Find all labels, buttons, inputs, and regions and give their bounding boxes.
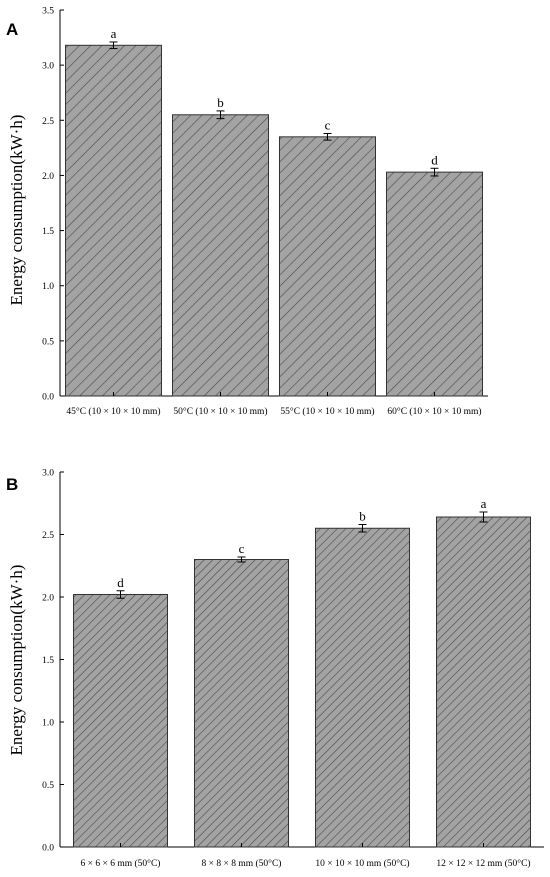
significance-label: c — [325, 118, 331, 133]
category-label: 55°C (10 × 10 × 10 mm) — [280, 406, 374, 417]
y-tick-label: 2.5 — [42, 531, 54, 541]
bar — [315, 527, 410, 848]
category-label: 45°C (10 × 10 × 10 mm) — [66, 406, 160, 417]
significance-label: d — [431, 152, 438, 167]
category-label: 8 × 8 × 8 mm (50°C) — [202, 858, 282, 869]
significance-label: a — [111, 26, 117, 41]
y-tick-label: 1.5 — [42, 227, 54, 237]
category-label: 50°C (10 × 10 × 10 mm) — [173, 406, 267, 417]
y-axis-label-b: Energy consumption(kW·h) — [7, 565, 26, 756]
y-tick-label: 3.5 — [42, 7, 54, 17]
panel-letter-a: A — [6, 20, 18, 39]
y-tick-label: 1.5 — [42, 656, 54, 666]
category-label: 10 × 10 × 10 mm (50°C) — [315, 858, 409, 869]
category-label: 6 × 6 × 6 mm (50°C) — [81, 858, 161, 869]
panel-letter-b: B — [6, 475, 18, 494]
bar — [65, 44, 162, 397]
y-tick-label: 1.0 — [42, 282, 54, 292]
category-label: 60°C (10 × 10 × 10 mm) — [387, 406, 481, 417]
plot-area-a: 0.0 0.5 1.0 1.5 2.0 2.5 3.0 3.5 a 45°C (10 × 10 ×… — [42, 7, 488, 417]
y-tick-label: 3.0 — [42, 469, 54, 479]
significance-label: a — [481, 496, 487, 511]
significance-label: d — [117, 575, 124, 590]
y-tick-label: 0.5 — [42, 337, 54, 347]
significance-label: c — [239, 541, 245, 556]
y-tick-label: 0.0 — [42, 844, 54, 854]
significance-label: b — [217, 95, 224, 110]
y-axis-label-a: Energy consumption(kW·h) — [7, 115, 26, 306]
bar — [436, 516, 531, 848]
y-tick-label: 3.0 — [42, 62, 54, 72]
bar — [172, 114, 269, 397]
plot-area-b: 0.0 0.5 1.0 1.5 2.0 2.5 3.0 d 6 × 6 × 6 mm (50°C… — [42, 469, 544, 869]
category-label: 12 × 12 × 12 mm (50°C) — [436, 858, 530, 869]
y-tick-label: 1.0 — [42, 719, 54, 729]
significance-label: b — [359, 509, 366, 524]
y-tick-label: 0.0 — [42, 393, 54, 403]
chart-panel-b: B Energy consumption(kW·h) 0.0 0.5 1.0 1.5 2… — [6, 469, 544, 869]
y-tick-label: 0.5 — [42, 781, 54, 791]
y-tick-label: 2.0 — [42, 172, 54, 182]
y-tick-label: 2.5 — [42, 117, 54, 127]
bar — [386, 171, 483, 397]
bar — [279, 136, 376, 397]
y-tick-label: 2.0 — [42, 594, 54, 604]
chart-panel-a: A Energy consumption(kW·h) 0.0 0.5 1.0 1.5 2… — [6, 7, 488, 417]
bar — [194, 559, 289, 848]
bar — [73, 594, 168, 848]
